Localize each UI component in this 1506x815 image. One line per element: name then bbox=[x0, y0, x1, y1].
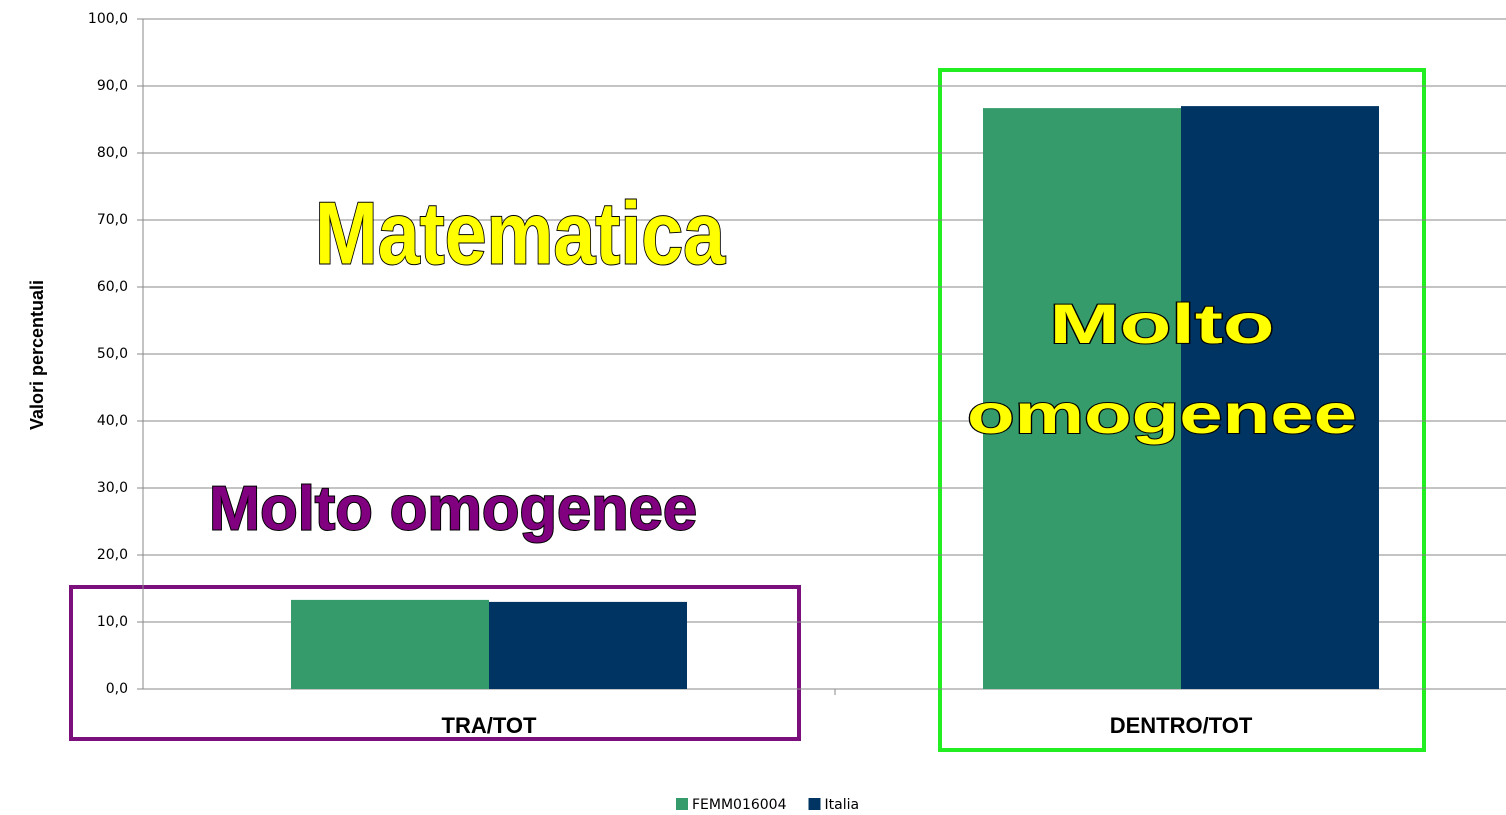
x-tick-label: TRA/TOT bbox=[442, 713, 537, 738]
bar bbox=[291, 599, 489, 689]
highlight-box bbox=[69, 585, 801, 741]
annotation: Molto omogenee bbox=[209, 474, 697, 543]
legend-label: Italia bbox=[825, 797, 860, 813]
legend-swatch bbox=[676, 798, 688, 810]
y-tick-label: 10,0 bbox=[97, 614, 128, 630]
y-tick-label: 50,0 bbox=[97, 346, 128, 362]
y-tick-label: 80,0 bbox=[97, 145, 128, 161]
annotation: Molto bbox=[1050, 292, 1275, 355]
annotation: omogenee bbox=[967, 382, 1357, 445]
highlight-box bbox=[938, 68, 1426, 752]
y-axis-label: Valori percentuali bbox=[27, 280, 47, 430]
y-tick-label: 60,0 bbox=[97, 279, 128, 295]
y-tick-label: 70,0 bbox=[97, 212, 128, 228]
y-tick-label: 0,0 bbox=[106, 681, 128, 697]
bar bbox=[1181, 106, 1379, 690]
bar bbox=[983, 108, 1181, 690]
legend-label: FEMM016004 bbox=[692, 797, 787, 813]
y-tick-label: 100,0 bbox=[88, 11, 128, 27]
y-tick-label: 20,0 bbox=[97, 547, 128, 563]
bar bbox=[489, 601, 687, 689]
legend-swatch bbox=[808, 798, 821, 810]
x-tick-label: DENTRO/TOT bbox=[1110, 713, 1253, 738]
annotation: Matematica bbox=[315, 183, 726, 282]
y-tick-label: 30,0 bbox=[97, 480, 128, 496]
y-tick-label: 90,0 bbox=[97, 78, 128, 94]
y-tick-label: 40,0 bbox=[97, 413, 128, 429]
